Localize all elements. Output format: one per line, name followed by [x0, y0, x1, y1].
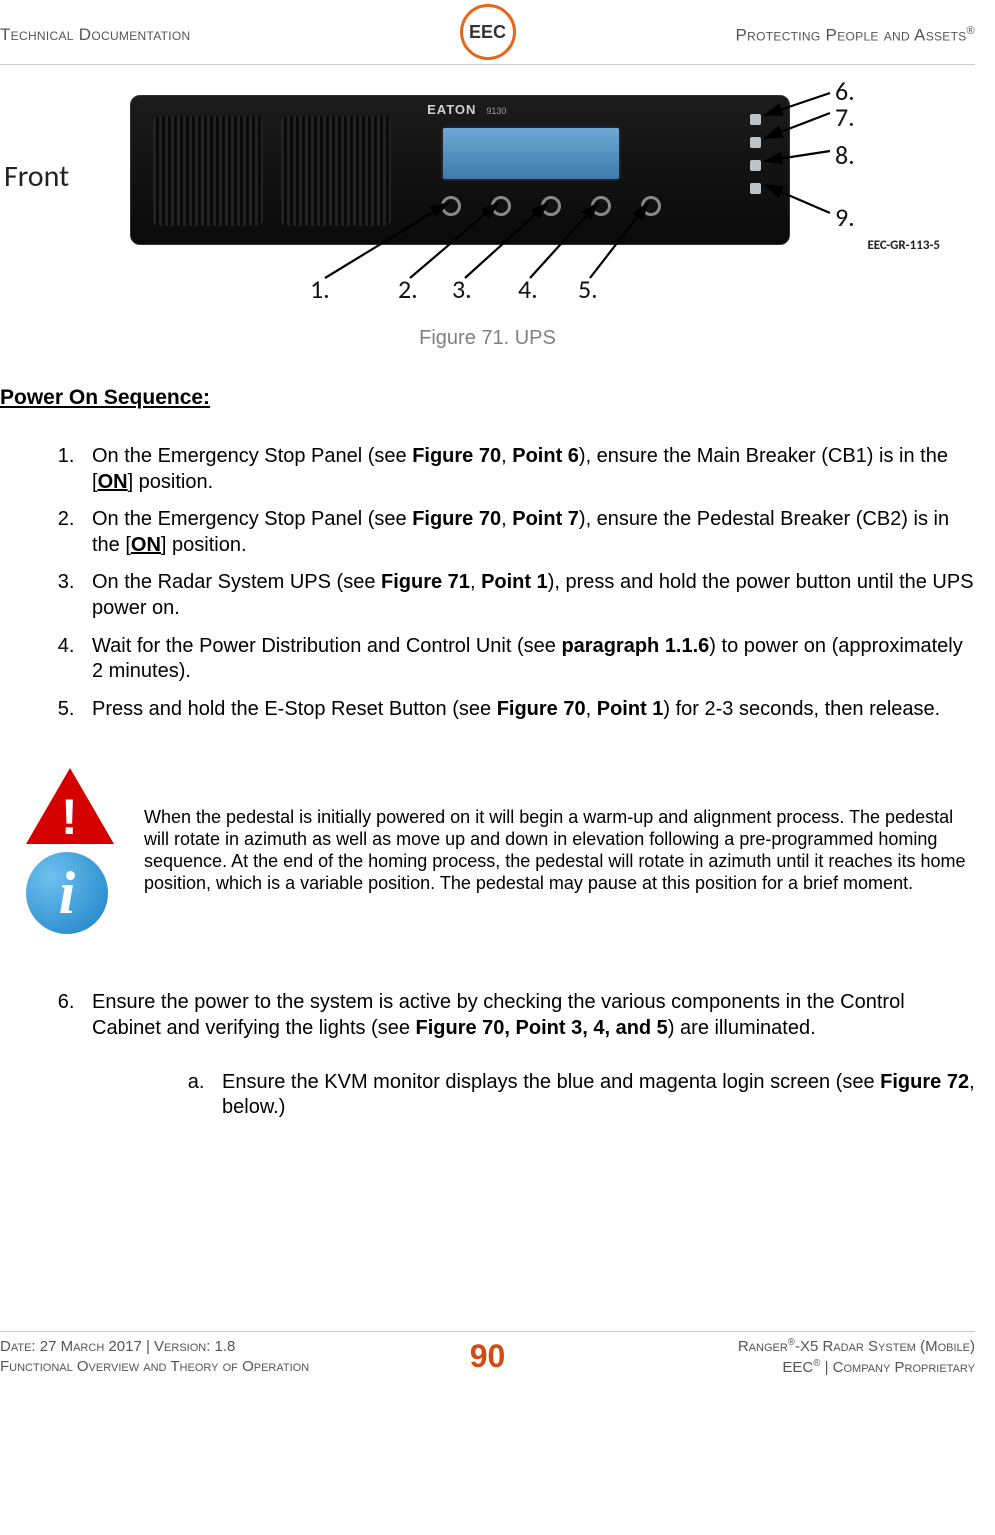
ups-brand: EATON: [427, 102, 476, 117]
power-on-steps-cont: Ensure the power to the system is active…: [0, 990, 975, 1120]
ups-lcd: [441, 126, 621, 181]
step-5: Press and hold the E-Stop Reset Button (…: [80, 697, 975, 723]
page-footer: Date: 27 March 2017 | Version: 1.8 Funct…: [0, 1331, 975, 1379]
step-1: On the Emergency Stop Panel (see Figure …: [80, 444, 975, 495]
step-2: On the Emergency Stop Panel (see Figure …: [80, 507, 975, 558]
figure-id: EEC-GR-113-5: [867, 238, 940, 253]
led-8: [750, 160, 761, 171]
front-label: Front: [4, 158, 69, 195]
section-title: Power On Sequence:: [0, 386, 975, 410]
step-6a: Ensure the KVM monitor displays the blue…: [210, 1070, 975, 1121]
step-3: On the Radar System UPS (see Figure 71, …: [80, 570, 975, 621]
header-right-pre: Protecting People and Assets: [736, 25, 967, 44]
ups-btn-3: [541, 196, 561, 216]
footer-date-version: Date: 27 March 2017 | Version: 1.8: [0, 1337, 450, 1357]
step-6: Ensure the power to the system is active…: [80, 990, 975, 1120]
step-4: Wait for the Power Distribution and Cont…: [80, 634, 975, 685]
callout-4: 4.: [518, 273, 538, 305]
footer-right-line1: Ranger®-X5 Radar System (Mobile): [525, 1336, 975, 1357]
figure-caption: Figure 71. UPS: [0, 327, 975, 350]
ups-model: 9130: [486, 106, 506, 116]
warning-icon: [26, 768, 114, 844]
footer-doc-title: Functional Overview and Theory of Operat…: [0, 1357, 450, 1377]
header-right-text: Protecting People and Assets®: [516, 25, 976, 46]
vent-right: [281, 116, 391, 226]
footer-right: Ranger®-X5 Radar System (Mobile) EEC® | …: [525, 1336, 975, 1379]
callout-8: 8.: [835, 139, 855, 171]
ups-device: EATON 9130: [130, 95, 790, 245]
callout-7: 7.: [835, 101, 855, 133]
ups-btn-5: [641, 196, 661, 216]
ups-btn-4: [591, 196, 611, 216]
logo-circle: EEC: [460, 4, 516, 60]
callout-5: 5.: [578, 273, 598, 305]
callout-9: 9.: [835, 201, 855, 233]
callout-2: 2.: [398, 273, 418, 305]
figure-ups: Front EATON 9130: [100, 83, 980, 313]
callout-3: 3.: [452, 273, 472, 305]
logo-text: EEC: [469, 22, 506, 43]
ups-buttons: [441, 196, 661, 216]
header-right-sup: ®: [967, 25, 975, 37]
footer-left: Date: 27 March 2017 | Version: 1.8 Funct…: [0, 1337, 450, 1378]
page-number: 90: [450, 1338, 526, 1375]
led-9: [750, 183, 761, 194]
footer-right-line2: EEC® | Company Proprietary: [525, 1357, 975, 1378]
power-on-steps: On the Emergency Stop Panel (see Figure …: [0, 444, 975, 722]
note-text: When the pedestal is initially powered o…: [144, 807, 975, 895]
led-6: [750, 114, 761, 125]
led-7: [750, 137, 761, 148]
header-left-text: Technical Documentation: [0, 25, 460, 45]
logo: EEC: [460, 10, 516, 60]
vent-left: [153, 116, 263, 226]
ups-btn-1: [441, 196, 461, 216]
note-block: i When the pedestal is initially powered…: [26, 768, 975, 934]
page-header: Technical Documentation EEC Protecting P…: [0, 0, 975, 65]
ups-btn-2: [491, 196, 511, 216]
info-icon: i: [26, 852, 108, 934]
callout-1: 1.: [310, 273, 330, 305]
ups-leds: [750, 114, 761, 194]
step-6-sub: Ensure the KVM monitor displays the blue…: [92, 1070, 975, 1121]
note-icons: i: [26, 768, 114, 934]
